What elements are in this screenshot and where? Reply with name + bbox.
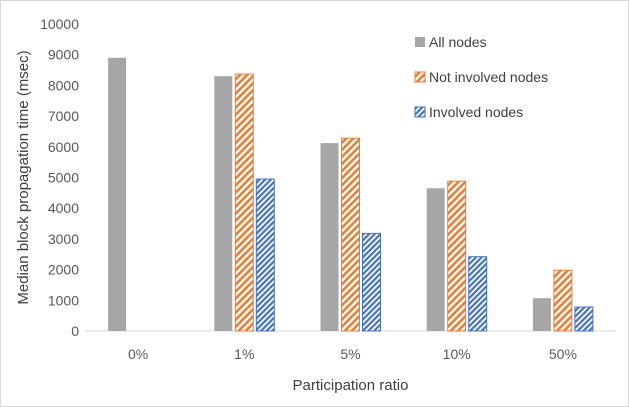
y-tick-label: 3000 — [48, 231, 79, 247]
bar-involved-nodes-10pct — [468, 256, 488, 332]
y-tick-label: 8000 — [48, 77, 79, 93]
bar-involved-nodes-1pct — [255, 178, 275, 332]
y-tick-label: 0 — [71, 323, 79, 339]
x-tick-label: 1% — [234, 346, 254, 362]
legend-label: All nodes — [429, 34, 487, 50]
y-axis-title: Median block propagation time (msec) — [15, 50, 32, 304]
bar-all-nodes-1pct — [214, 76, 233, 331]
bar-all-nodes-0pct — [108, 57, 127, 332]
x-tick-label: 0% — [128, 346, 148, 362]
y-tick-label: 1000 — [48, 292, 79, 308]
bar-all-nodes-5pct — [320, 143, 339, 331]
legend: All nodes Not involved nodes Involved node… — [414, 34, 548, 120]
legend-label: Not involved nodes — [429, 69, 548, 85]
y-tick-label: 10000 — [40, 16, 79, 32]
bar-all-nodes-10pct — [426, 188, 445, 331]
bar-not-involved-nodes-50pct — [553, 269, 573, 332]
bar-involved-nodes-5pct — [362, 232, 381, 332]
x-tick-label: 50% — [549, 346, 577, 362]
y-axis-ticks: 0 1000 2000 3000 4000 5000 6000 7000 8000 9000 100… — [40, 16, 79, 339]
bar-not-involved-nodes-10pct — [447, 180, 467, 332]
y-tick-label: 2000 — [48, 262, 79, 278]
bar-involved-nodes-50pct — [574, 306, 594, 332]
x-tick-label: 5% — [340, 346, 360, 362]
x-tick-label: 10% — [443, 346, 471, 362]
y-tick-label: 4000 — [48, 200, 79, 216]
bars — [108, 57, 594, 332]
y-tick-label: 5000 — [48, 170, 79, 186]
bar-not-involved-nodes-5pct — [341, 137, 360, 332]
legend-swatch — [414, 71, 426, 83]
y-tick-label: 7000 — [48, 108, 79, 124]
bar-not-involved-nodes-1pct — [234, 73, 254, 332]
x-axis-ticks: 0% 1% 5% 10% 50% — [128, 346, 577, 362]
legend-swatch — [414, 106, 426, 118]
y-tick-label: 9000 — [48, 47, 79, 63]
legend-label: Involved nodes — [429, 104, 523, 120]
y-tick-label: 6000 — [48, 139, 79, 155]
bar-all-nodes-50pct — [532, 298, 551, 331]
x-axis-title: Participation ratio — [293, 377, 409, 394]
legend-swatch — [415, 37, 425, 47]
